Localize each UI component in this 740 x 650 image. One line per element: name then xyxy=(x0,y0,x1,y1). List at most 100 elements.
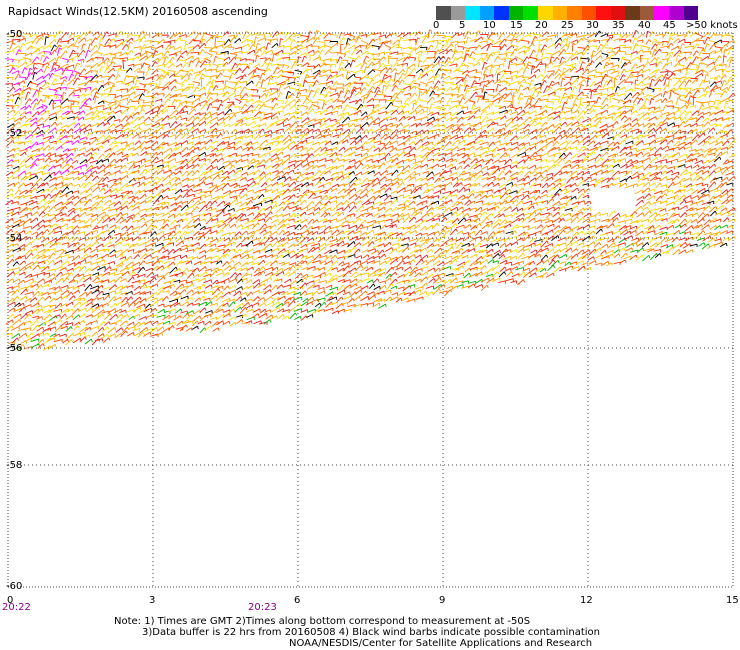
wind-barb xyxy=(125,216,134,223)
wind-barb xyxy=(589,81,597,88)
wind-barb xyxy=(515,200,524,207)
wind-barb xyxy=(683,123,692,128)
wind-barb xyxy=(389,147,398,153)
wind-barb xyxy=(156,212,165,216)
wind-barb xyxy=(72,265,81,271)
wind-barb xyxy=(643,182,651,187)
wind-barb xyxy=(576,123,583,128)
wind-barb xyxy=(662,90,668,98)
wind-barb xyxy=(366,139,375,145)
wind-barb xyxy=(286,224,296,229)
wind-barb xyxy=(19,148,28,153)
wind-barb xyxy=(55,122,63,127)
wind-barb xyxy=(202,63,211,68)
wind-barb xyxy=(71,195,80,201)
wind-barb xyxy=(191,57,200,62)
wind-barb xyxy=(83,198,92,206)
wind-barb xyxy=(302,62,310,67)
wind-barb xyxy=(713,50,723,54)
wind-barb xyxy=(377,80,386,87)
wind-barb xyxy=(145,248,153,253)
wind-barb xyxy=(84,217,93,225)
wind-barb xyxy=(675,97,681,105)
wind-barb xyxy=(563,109,573,114)
wind-barb xyxy=(174,50,182,54)
wind-barb xyxy=(294,272,303,280)
wind-barb xyxy=(227,169,236,175)
wind-barb xyxy=(431,158,439,163)
wind-barb xyxy=(25,252,34,260)
wind-barb xyxy=(36,33,44,38)
wind-barb xyxy=(377,162,386,170)
wind-barb xyxy=(565,229,574,235)
wind-barb xyxy=(444,141,452,147)
wind-barb xyxy=(277,99,285,105)
wind-barb xyxy=(282,79,290,87)
wind-barb xyxy=(78,123,86,129)
wind-barb xyxy=(228,278,238,283)
wind-barb xyxy=(102,52,112,57)
wind-barb xyxy=(481,61,488,70)
wind-barb xyxy=(497,133,505,139)
wind-barb xyxy=(456,116,464,123)
wind-barb xyxy=(403,189,412,193)
wind-barb xyxy=(180,158,188,165)
wind-barb xyxy=(133,254,140,260)
wind-barb xyxy=(109,224,117,229)
wind-barb xyxy=(139,253,148,260)
wind-barb xyxy=(268,82,278,86)
wind-barb xyxy=(242,146,250,151)
wind-barb xyxy=(475,229,483,237)
wind-barb xyxy=(492,253,500,259)
wind-barb xyxy=(163,60,172,67)
wind-barb xyxy=(144,40,152,44)
wind-barb xyxy=(595,177,604,184)
wind-barb xyxy=(22,87,31,92)
wind-barb xyxy=(110,188,118,194)
scale-label: 30 xyxy=(586,20,599,31)
wind-barb xyxy=(499,248,509,256)
wind-barb xyxy=(311,231,319,236)
wind-barb xyxy=(325,230,333,234)
wind-barb xyxy=(64,135,73,139)
wind-barb xyxy=(330,33,339,39)
wind-barb xyxy=(569,62,577,67)
wind-barb xyxy=(588,68,597,74)
wind-barb xyxy=(417,73,424,81)
wind-barb xyxy=(576,230,584,236)
wind-barb xyxy=(53,230,63,234)
wind-barb xyxy=(259,116,268,122)
wind-barb xyxy=(446,38,452,46)
wind-barb xyxy=(179,230,188,238)
wind-barb xyxy=(528,86,536,92)
wind-barb xyxy=(551,235,560,242)
wind-barb xyxy=(440,241,448,247)
wind-barb xyxy=(474,170,483,177)
wind-barb xyxy=(12,169,20,175)
wind-barb xyxy=(221,141,230,145)
wind-barb xyxy=(98,37,105,45)
wind-barb xyxy=(612,97,621,104)
wind-barb xyxy=(702,117,710,123)
wind-barb xyxy=(547,116,554,122)
wind-barb xyxy=(443,134,452,141)
wind-barb xyxy=(114,272,124,276)
wind-barb xyxy=(726,136,735,141)
wind-barb xyxy=(672,213,680,217)
wind-barb xyxy=(461,196,469,201)
wind-barb xyxy=(245,134,254,139)
wind-barb xyxy=(478,249,488,254)
wind-barb xyxy=(202,175,212,182)
wind-barb xyxy=(371,181,381,188)
wind-barb xyxy=(540,237,548,242)
wind-barb xyxy=(18,170,27,177)
wind-barb xyxy=(632,42,639,52)
wind-barb xyxy=(618,225,628,231)
wind-barb xyxy=(299,46,308,51)
wind-barb xyxy=(258,193,265,200)
wind-barb xyxy=(246,279,253,284)
wind-barb xyxy=(395,46,403,51)
wind-barb xyxy=(12,230,19,237)
wind-barb xyxy=(355,127,364,134)
wind-barb xyxy=(348,151,356,157)
